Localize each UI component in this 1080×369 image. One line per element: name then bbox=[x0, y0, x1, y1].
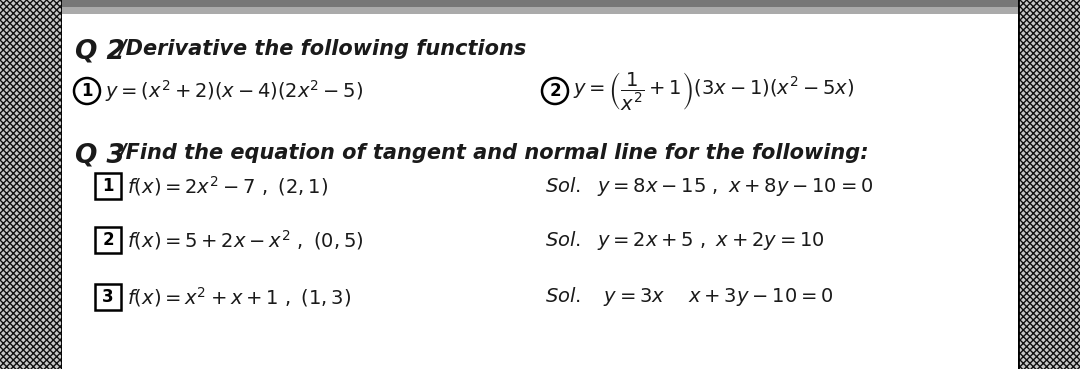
FancyBboxPatch shape bbox=[95, 284, 121, 310]
FancyBboxPatch shape bbox=[95, 173, 121, 199]
Text: $Sol.\ \ y=2x+5\ ,\ x+2y=10$: $Sol.\ \ y=2x+5\ ,\ x+2y=10$ bbox=[545, 228, 824, 252]
Text: $Sol.\ \ y=8x-15\ ,\ x+8y-10=0$: $Sol.\ \ y=8x-15\ ,\ x+8y-10=0$ bbox=[545, 175, 874, 197]
Text: 2: 2 bbox=[550, 82, 561, 100]
Text: $y=(x^2+2)(x-4)(2x^2-5)$: $y=(x^2+2)(x-4)(2x^2-5)$ bbox=[105, 78, 363, 104]
Text: $y=\left(\dfrac{1}{x^2}+1\right)(3x-1)(x^2-5x)$: $y=\left(\dfrac{1}{x^2}+1\right)(3x-1)(x… bbox=[573, 70, 854, 112]
Circle shape bbox=[542, 78, 568, 104]
Text: $Sol.\ \ \ y=3x\ \ \ \ x+3y-10=0$: $Sol.\ \ \ y=3x\ \ \ \ x+3y-10=0$ bbox=[545, 286, 834, 308]
Text: Q 2: Q 2 bbox=[75, 39, 125, 65]
Bar bbox=[1018, 0, 1080, 369]
Bar bbox=[62, 14, 1018, 369]
Text: $f(x)=x^2+x+1\ ,\ (1,3)$: $f(x)=x^2+x+1\ ,\ (1,3)$ bbox=[127, 285, 351, 309]
Text: 1: 1 bbox=[103, 177, 113, 195]
Text: 3: 3 bbox=[103, 288, 113, 306]
Text: Q 3: Q 3 bbox=[75, 143, 125, 169]
Text: 1: 1 bbox=[81, 82, 93, 100]
Text: /Derivative the following functions: /Derivative the following functions bbox=[118, 39, 526, 59]
FancyBboxPatch shape bbox=[95, 227, 121, 253]
Circle shape bbox=[75, 78, 100, 104]
Bar bbox=[62, 0, 1018, 14]
Text: /Find the equation of tangent and normal line for the following:: /Find the equation of tangent and normal… bbox=[118, 143, 868, 163]
Text: $f(x)=2x^2-7\ ,\ (2,1)$: $f(x)=2x^2-7\ ,\ (2,1)$ bbox=[127, 174, 328, 198]
Bar bbox=[62, 0, 1018, 7]
Text: $f(x)=5+2x-x^2\ ,\ (0,5)$: $f(x)=5+2x-x^2\ ,\ (0,5)$ bbox=[127, 228, 364, 252]
Bar bbox=[0, 0, 62, 369]
Text: 2: 2 bbox=[103, 231, 113, 249]
